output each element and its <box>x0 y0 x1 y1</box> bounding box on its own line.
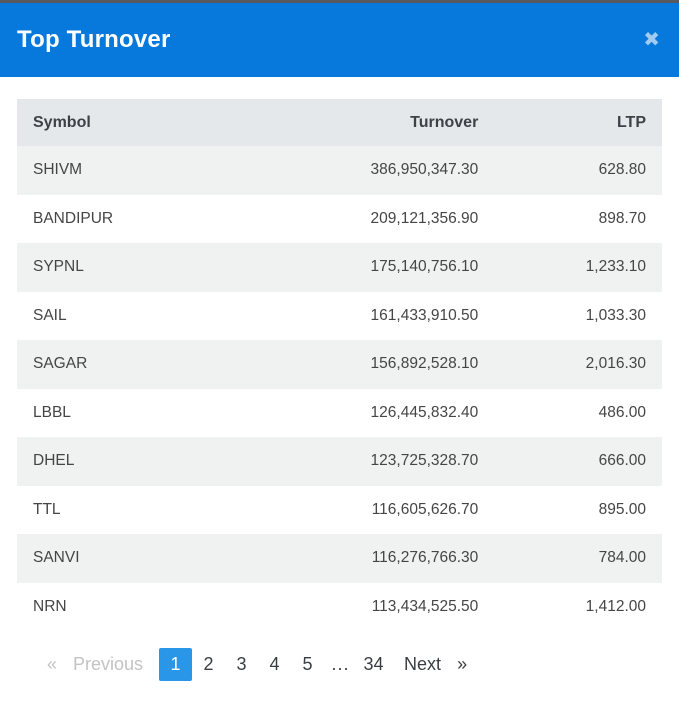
turnover-cell: 123,725,328.70 <box>236 437 494 486</box>
ltp-cell: 1,033.30 <box>494 292 662 341</box>
pagination-page-4[interactable]: 4 <box>258 648 291 681</box>
turnover-cell: 209,121,356.90 <box>236 195 494 244</box>
column-header-turnover: Turnover <box>236 99 494 146</box>
table-header-row: Symbol Turnover LTP <box>17 99 662 146</box>
turnover-cell: 126,445,832.40 <box>236 389 494 438</box>
table-row: TTL 116,605,626.70 895.00 <box>17 486 662 535</box>
symbol-cell: DHEL <box>17 437 236 486</box>
turnover-table: Symbol Turnover LTP SHIVM 386,950,347.30… <box>17 99 662 631</box>
ltp-cell: 1,412.00 <box>494 583 662 632</box>
table-row: SYPNL 175,140,756.10 1,233.10 <box>17 243 662 292</box>
column-header-symbol: Symbol <box>17 99 236 146</box>
table-row: SAGAR 156,892,528.10 2,016.30 <box>17 340 662 389</box>
symbol-cell: BANDIPUR <box>17 195 236 244</box>
turnover-cell: 156,892,528.10 <box>236 340 494 389</box>
page-title: Top Turnover <box>17 26 171 54</box>
next-label: Next <box>404 654 441 675</box>
pagination-page-34[interactable]: 34 <box>357 648 390 681</box>
table-row: DHEL 123,725,328.70 666.00 <box>17 437 662 486</box>
table-row: SAIL 161,433,910.50 1,033.30 <box>17 292 662 341</box>
next-arrow-icon: » <box>457 654 467 675</box>
ltp-cell: 628.80 <box>494 146 662 195</box>
table-row: SHIVM 386,950,347.30 628.80 <box>17 146 662 195</box>
column-header-ltp: LTP <box>494 99 662 146</box>
symbol-cell: SAGAR <box>17 340 236 389</box>
symbol-cell: TTL <box>17 486 236 535</box>
ltp-cell: 895.00 <box>494 486 662 535</box>
ltp-cell: 486.00 <box>494 389 662 438</box>
pagination-previous-button[interactable]: « Previous <box>47 648 143 681</box>
table-row: SANVI 116,276,766.30 784.00 <box>17 534 662 583</box>
turnover-cell: 116,605,626.70 <box>236 486 494 535</box>
previous-arrow-icon: « <box>47 654 57 675</box>
ltp-cell: 666.00 <box>494 437 662 486</box>
turnover-cell: 175,140,756.10 <box>236 243 494 292</box>
symbol-cell: SYPNL <box>17 243 236 292</box>
pagination-page-1[interactable]: 1 <box>159 648 192 681</box>
symbol-cell: LBBL <box>17 389 236 438</box>
turnover-cell: 116,276,766.30 <box>236 534 494 583</box>
pagination-next-button[interactable]: Next » <box>398 648 473 681</box>
symbol-cell: NRN <box>17 583 236 632</box>
pagination-page-3[interactable]: 3 <box>225 648 258 681</box>
table-row: LBBL 126,445,832.40 486.00 <box>17 389 662 438</box>
turnover-cell: 386,950,347.30 <box>236 146 494 195</box>
turnover-cell: 113,434,525.50 <box>236 583 494 632</box>
ltp-cell: 2,016.30 <box>494 340 662 389</box>
pagination-page-5[interactable]: 5 <box>291 648 324 681</box>
table-row: NRN 113,434,525.50 1,412.00 <box>17 583 662 632</box>
symbol-cell: SHIVM <box>17 146 236 195</box>
ltp-cell: 784.00 <box>494 534 662 583</box>
ltp-cell: 1,233.10 <box>494 243 662 292</box>
symbol-cell: SANVI <box>17 534 236 583</box>
table-row: BANDIPUR 209,121,356.90 898.70 <box>17 195 662 244</box>
pagination-ellipsis: ... <box>324 648 357 681</box>
turnover-cell: 161,433,910.50 <box>236 292 494 341</box>
modal-body: Symbol Turnover LTP SHIVM 386,950,347.30… <box>0 77 679 681</box>
previous-label: Previous <box>73 654 143 675</box>
ltp-cell: 898.70 <box>494 195 662 244</box>
modal-header: Top Turnover ✖ <box>0 3 679 77</box>
close-icon[interactable]: ✖ <box>643 30 660 50</box>
pagination: « Previous 1 2 3 4 5 ... 34 Next » <box>47 648 662 681</box>
pagination-page-2[interactable]: 2 <box>192 648 225 681</box>
symbol-cell: SAIL <box>17 292 236 341</box>
